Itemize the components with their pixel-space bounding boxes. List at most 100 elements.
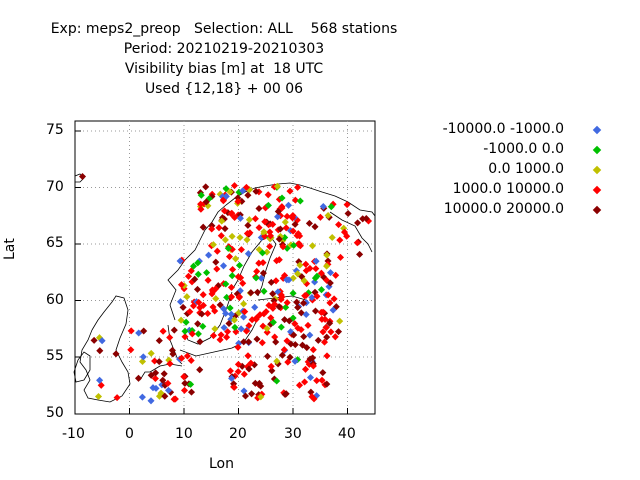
station-marker [202,183,210,191]
station-marker [257,382,265,390]
station-marker [302,310,310,319]
station-marker [215,224,223,232]
station-marker [151,357,159,365]
station-marker [302,267,310,275]
station-marker [271,300,279,308]
station-marker [291,357,299,365]
station-marker [223,293,231,301]
station-marker [247,359,255,367]
station-points [78,172,373,405]
station-marker [327,203,335,211]
station-marker [267,362,275,370]
station-marker [281,316,289,324]
station-marker [244,250,252,258]
legend-item-1: -10000.0 -1000.0 [442,121,564,137]
station-marker [160,370,168,378]
station-marker [336,317,344,325]
station-marker [161,392,169,400]
station-marker [263,328,271,336]
station-marker [283,212,291,220]
station-marker [149,384,157,392]
station-marker [225,253,234,261]
station-marker [263,324,271,333]
station-marker [197,205,205,213]
title-line-4: Used {12,18} + 00 06 [144,81,304,97]
station-marker [234,343,242,351]
station-marker [225,319,233,328]
station-marker [196,338,204,346]
station-marker [243,236,251,244]
y-axis-label: Lat [2,238,18,260]
station-marker [313,377,321,385]
station-marker [278,194,286,202]
station-marker [212,295,220,303]
station-marker [224,244,232,252]
station-marker [294,230,302,238]
station-marker [181,327,189,335]
y-tick-label: 65 [46,235,64,251]
station-marker [321,315,329,323]
station-marker [336,236,344,244]
tick-marks [74,130,348,415]
station-marker [170,326,178,334]
station-marker [228,374,236,382]
station-marker [180,373,188,381]
station-marker [302,291,310,299]
station-marker [277,323,285,331]
station-marker [253,314,261,322]
station-marker [354,219,362,227]
station-marker [242,183,250,191]
station-marker [239,187,247,195]
station-marker [306,331,314,339]
station-marker [296,197,304,205]
station-marker [344,209,352,218]
station-marker [134,374,143,382]
station-marker [222,192,230,200]
station-marker [230,182,239,190]
station-marker [140,327,148,335]
station-marker [90,336,98,344]
station-marker [224,328,232,336]
station-marker [127,327,135,335]
station-marker [222,185,230,193]
station-marker [199,291,207,299]
station-marker [293,298,301,306]
station-marker [260,310,268,318]
station-marker [299,299,308,307]
station-marker [176,257,184,265]
station-marker [204,309,212,318]
station-marker [305,219,313,227]
station-marker [176,298,185,306]
station-marker [219,262,228,270]
station-marker [151,374,159,383]
station-marker [240,300,248,308]
station-marker [194,330,202,338]
station-marker [138,357,147,366]
station-marker [147,349,155,357]
title-line-2: Period: 20210219-20210303 [123,41,325,57]
station-marker [203,269,211,277]
station-marker [291,320,299,328]
station-marker [78,172,87,181]
station-marker [301,378,309,386]
station-marker [147,371,155,379]
station-marker [255,224,263,232]
station-marker [279,243,287,251]
station-marker [269,290,277,298]
station-marker [239,279,247,287]
station-marker [245,338,253,346]
station-marker [218,217,226,225]
station-marker [310,395,318,403]
station-marker [340,228,349,236]
x-tick-label: 20 [229,426,247,442]
station-marker [237,246,245,254]
station-marker [247,289,255,297]
station-marker [187,380,195,388]
station-marker [278,351,286,359]
station-marker [283,299,291,307]
station-marker [300,333,308,341]
station-marker [112,350,120,358]
station-marker [199,223,207,231]
station-marker [209,332,218,340]
title-line-3: Visibility bias [m] at 18 UTC [124,61,324,77]
